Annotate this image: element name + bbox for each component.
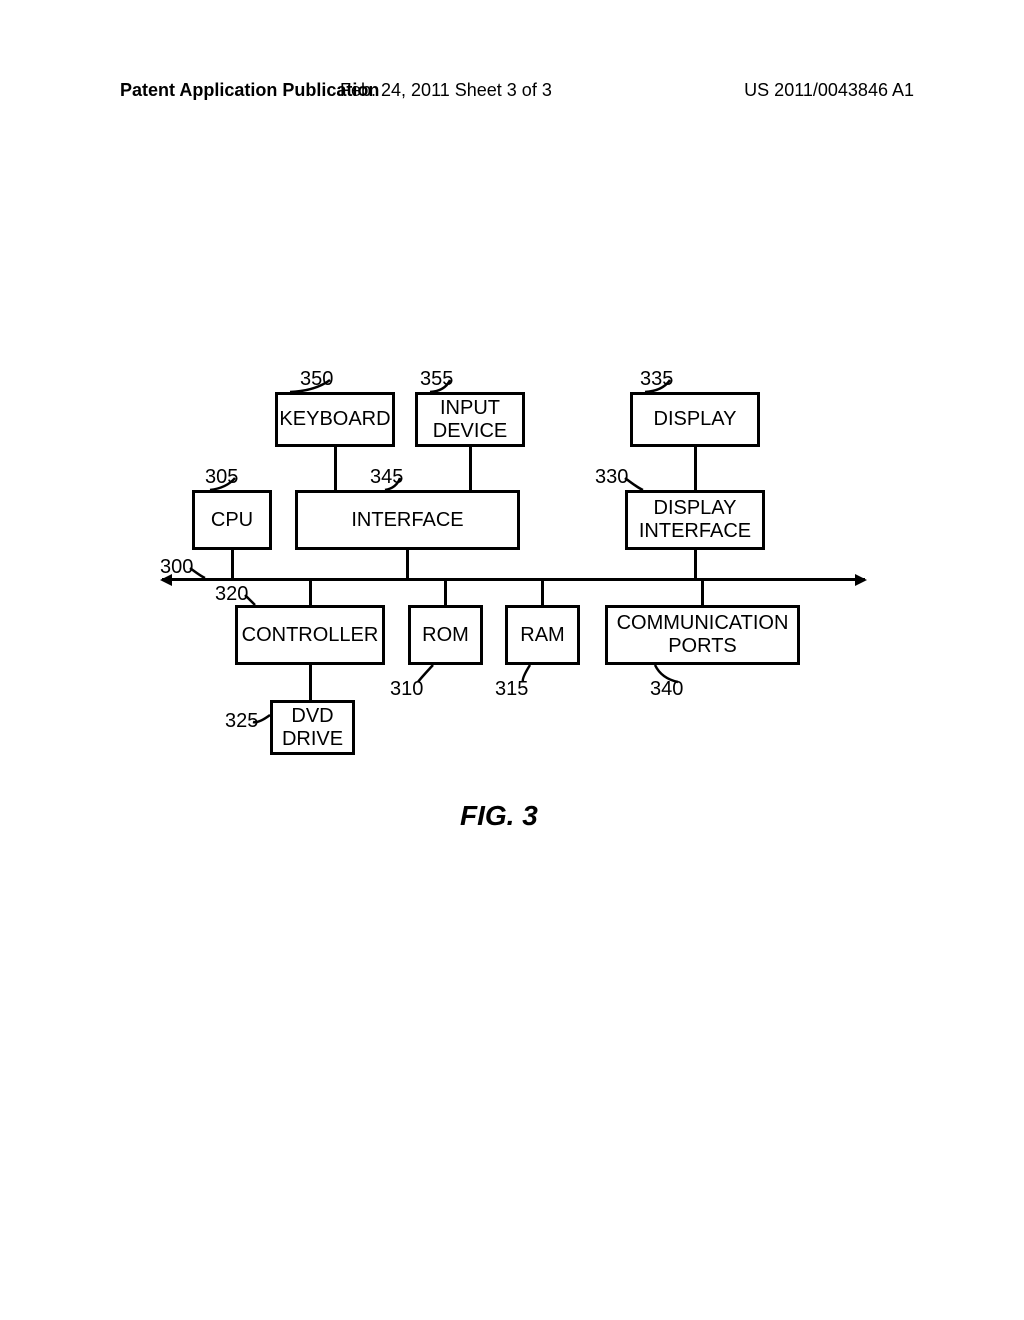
block-keyboard: KEYBOARD (275, 392, 395, 447)
block-label: DISPLAY (654, 408, 737, 431)
block-label: RAM (520, 624, 564, 647)
block-label: DISPLAYINTERFACE (639, 497, 751, 543)
block-label: DVDDRIVE (282, 705, 343, 751)
leader-line (413, 660, 438, 687)
connector (406, 550, 409, 578)
block-diagram: KEYBOARD INPUTDEVICE DISPLAY CPU INTERFACE DI… (150, 370, 870, 780)
block-label: COMMUNICATIONPORTS (617, 612, 789, 658)
header-center: Feb. 24, 2011 Sheet 3 of 3 (340, 80, 552, 101)
leader-line (185, 563, 210, 583)
bus-arrow-right (855, 574, 867, 586)
page: Patent Application Publication Feb. 24, … (0, 0, 1024, 1320)
block-dvd: DVDDRIVE (270, 700, 355, 755)
connector (444, 581, 447, 605)
leader-line (425, 375, 455, 397)
block-display: DISPLAY (630, 392, 760, 447)
block-label: ROM (422, 624, 469, 647)
page-header: Patent Application Publication Feb. 24, … (0, 80, 1024, 101)
leader-line (285, 375, 335, 397)
connector (309, 665, 312, 700)
figure-caption: FIG. 3 (460, 800, 538, 832)
connector (469, 447, 472, 490)
block-cpu: CPU (192, 490, 272, 550)
block-label: CPU (211, 509, 253, 532)
leader-line (205, 473, 240, 495)
connector (309, 581, 312, 605)
leader-line (248, 710, 275, 727)
block-ram: RAM (505, 605, 580, 665)
header-right: US 2011/0043846 A1 (744, 80, 914, 101)
leader-line (650, 660, 683, 687)
block-commports: COMMUNICATIONPORTS (605, 605, 800, 665)
leader-line (240, 590, 260, 610)
block-label: INPUTDEVICE (433, 397, 507, 443)
connector (701, 581, 704, 605)
leader-line (518, 660, 535, 687)
block-label: INTERFACE (351, 509, 463, 532)
block-label: KEYBOARD (279, 408, 390, 431)
connector (694, 447, 697, 490)
bus-line (162, 578, 865, 581)
block-rom: ROM (408, 605, 483, 665)
connector (694, 550, 697, 578)
block-input: INPUTDEVICE (415, 392, 525, 447)
connector (334, 447, 337, 490)
block-dispintf: DISPLAYINTERFACE (625, 490, 765, 550)
connector (231, 550, 234, 578)
block-controller: CONTROLLER (235, 605, 385, 665)
leader-line (380, 473, 405, 495)
leader-line (640, 375, 675, 397)
leader-line (620, 473, 648, 495)
block-interface: INTERFACE (295, 490, 520, 550)
block-label: CONTROLLER (242, 624, 379, 647)
connector (541, 581, 544, 605)
